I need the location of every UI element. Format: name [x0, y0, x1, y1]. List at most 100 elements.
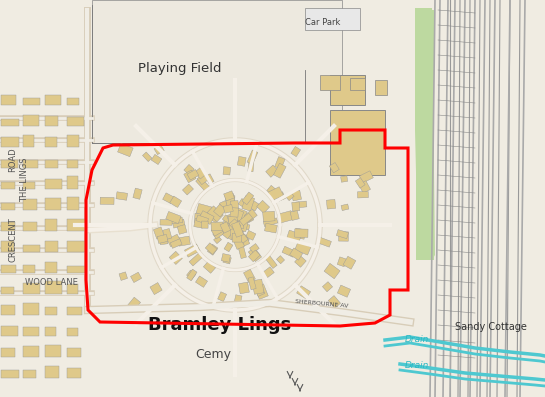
Bar: [237, 156, 246, 166]
Text: Bramley Lings: Bramley Lings: [148, 316, 291, 334]
Bar: [249, 250, 260, 262]
Bar: [276, 192, 286, 201]
Bar: [1, 119, 19, 126]
Bar: [67, 197, 79, 210]
Bar: [163, 229, 172, 240]
Bar: [225, 193, 236, 208]
Bar: [211, 224, 226, 236]
Text: Playing Field: Playing Field: [138, 62, 221, 75]
Bar: [160, 237, 168, 245]
Bar: [1, 265, 16, 273]
Bar: [217, 292, 227, 301]
Bar: [234, 218, 244, 229]
Bar: [323, 281, 332, 292]
Bar: [231, 200, 239, 209]
Bar: [23, 114, 39, 126]
Bar: [23, 370, 37, 378]
Bar: [211, 222, 223, 231]
Bar: [45, 137, 57, 147]
Text: Drain: Drain: [405, 335, 429, 344]
Bar: [214, 204, 226, 217]
Bar: [336, 229, 348, 239]
Bar: [213, 228, 225, 239]
Bar: [199, 211, 214, 224]
Bar: [292, 202, 300, 211]
Bar: [375, 80, 387, 95]
Bar: [330, 75, 365, 105]
Bar: [222, 215, 233, 225]
Bar: [358, 191, 368, 198]
Bar: [228, 217, 240, 227]
Bar: [223, 191, 234, 201]
Bar: [67, 266, 84, 273]
Bar: [45, 262, 57, 273]
Bar: [189, 252, 203, 266]
Bar: [263, 218, 278, 227]
Bar: [275, 156, 285, 169]
Bar: [326, 199, 336, 209]
Bar: [234, 295, 242, 302]
Bar: [119, 272, 128, 280]
Bar: [23, 303, 39, 315]
Bar: [67, 328, 78, 336]
Bar: [1, 160, 17, 168]
Bar: [1, 181, 15, 189]
Bar: [207, 206, 223, 222]
Bar: [45, 345, 61, 357]
Bar: [239, 282, 249, 294]
Bar: [205, 174, 214, 184]
Bar: [305, 8, 360, 30]
Bar: [295, 256, 306, 267]
Bar: [223, 220, 235, 230]
Bar: [231, 221, 243, 231]
Bar: [92, 0, 342, 143]
Bar: [45, 366, 59, 378]
Bar: [282, 246, 295, 257]
Bar: [169, 196, 181, 208]
Bar: [1, 203, 15, 210]
Bar: [1, 222, 15, 231]
Bar: [67, 349, 81, 357]
Bar: [240, 223, 250, 230]
Bar: [232, 233, 241, 242]
Bar: [242, 192, 254, 205]
Bar: [184, 170, 196, 183]
Bar: [263, 267, 274, 278]
Bar: [1, 348, 15, 357]
Bar: [234, 210, 244, 221]
Bar: [45, 116, 58, 126]
Bar: [210, 213, 219, 222]
Bar: [239, 234, 250, 244]
Bar: [239, 213, 253, 225]
Bar: [186, 270, 196, 279]
Text: Sandy Cottage: Sandy Cottage: [455, 322, 527, 332]
Bar: [330, 110, 385, 175]
Bar: [166, 212, 181, 224]
Bar: [185, 244, 200, 257]
Bar: [246, 230, 256, 240]
Bar: [350, 78, 365, 90]
Bar: [233, 238, 245, 249]
Bar: [184, 164, 194, 175]
Bar: [233, 211, 247, 225]
Bar: [263, 211, 275, 222]
Text: SHERBOURNE AV: SHERBOURNE AV: [295, 299, 349, 309]
Bar: [45, 327, 56, 336]
Bar: [183, 184, 193, 195]
Bar: [162, 193, 174, 204]
Bar: [328, 296, 341, 308]
Text: THE LINGS: THE LINGS: [20, 158, 29, 202]
Text: Drain: Drain: [405, 361, 429, 370]
Bar: [45, 198, 62, 210]
Bar: [359, 171, 373, 183]
Bar: [130, 272, 142, 283]
Bar: [170, 239, 182, 249]
Bar: [416, 10, 434, 260]
Bar: [1, 95, 16, 105]
Bar: [290, 210, 299, 220]
Bar: [154, 145, 164, 154]
Bar: [232, 222, 246, 232]
Bar: [187, 170, 199, 180]
Bar: [231, 222, 241, 234]
Text: WOOD LANE: WOOD LANE: [25, 278, 78, 287]
